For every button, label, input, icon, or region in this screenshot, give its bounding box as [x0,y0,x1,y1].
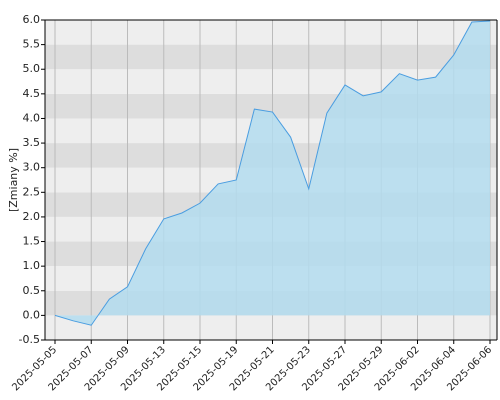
y-tick-label: 0.0 [23,308,41,321]
y-tick-label: -0.5 [19,333,40,346]
y-tick-label: 4.0 [23,111,41,124]
area-fill [55,20,490,326]
y-tick-label: 5.0 [23,62,41,75]
grid-band [45,20,497,45]
y-tick-label: 6.0 [23,13,41,26]
grid-band [45,44,497,70]
y-tick-label: 1.0 [23,259,41,272]
area-line [54,20,491,326]
y-tick-label: 3.0 [23,161,41,174]
y-axis-label: [Zmiany %] [7,148,20,212]
y-tick-label: 2.0 [23,210,41,223]
grid-band [45,315,497,340]
y-tick-label: 1.5 [23,235,41,248]
y-tick-label: 4.5 [23,87,41,100]
y-tick-label: 2.5 [23,185,41,198]
y-tick-label: 5.5 [23,38,41,51]
y-tick-label: 0.5 [23,284,41,297]
y-tick-label: 3.5 [23,136,41,149]
